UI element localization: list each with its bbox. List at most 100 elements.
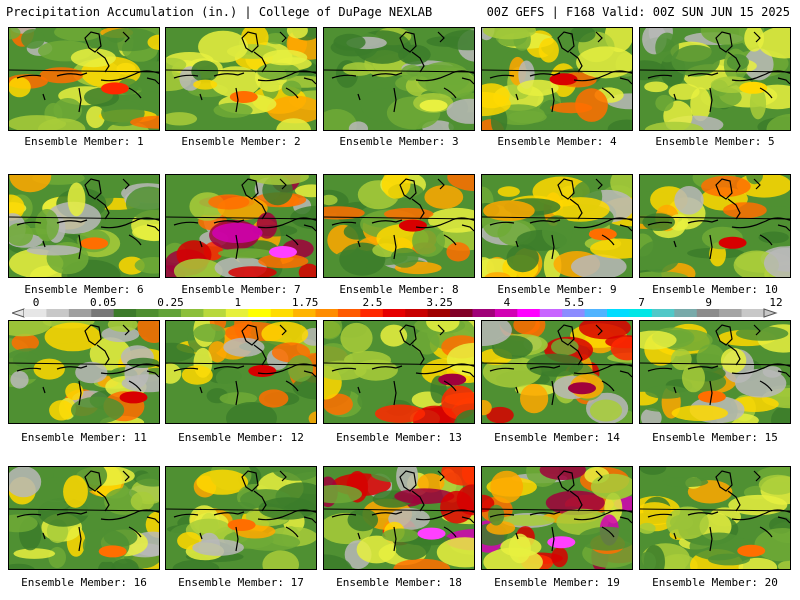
colorbar-swatch bbox=[674, 309, 698, 317]
colorbar-swatch bbox=[293, 309, 316, 317]
colorbar-swatch bbox=[741, 309, 765, 317]
ensemble-member-label-4: Ensemble Member: 4 bbox=[497, 135, 617, 148]
colorbar-swatch bbox=[315, 309, 339, 317]
precip-map-9 bbox=[482, 175, 632, 277]
ensemble-panel-1 bbox=[8, 27, 160, 131]
ensemble-panel-6 bbox=[8, 174, 160, 278]
chart-title: Precipitation Accumulation (in.) | Colle… bbox=[6, 5, 433, 19]
colorbar-swatch bbox=[584, 309, 608, 317]
ensemble-member-label-13: Ensemble Member: 13 bbox=[336, 431, 462, 444]
ensemble-panel-19 bbox=[481, 466, 633, 570]
ensemble-member-label-2: Ensemble Member: 2 bbox=[181, 135, 301, 148]
colorbar-swatch bbox=[494, 309, 518, 317]
model-run-info: 00Z GEFS | F168 Valid: 00Z SUN JUN 15 20… bbox=[486, 5, 790, 19]
colorbar-swatch bbox=[158, 309, 182, 317]
precip-map-5 bbox=[640, 28, 790, 130]
colorbar-tick-label: 7 bbox=[638, 296, 645, 309]
ensemble-member-label-17: Ensemble Member: 17 bbox=[178, 576, 304, 589]
ensemble-member-label-19: Ensemble Member: 19 bbox=[494, 576, 620, 589]
ensemble-panel-18 bbox=[323, 466, 475, 570]
ensemble-member-label-5: Ensemble Member: 5 bbox=[655, 135, 775, 148]
precip-map-11 bbox=[9, 321, 159, 423]
colorbar-tick-label: 3.25 bbox=[426, 296, 453, 309]
ensemble-panel-5 bbox=[639, 27, 791, 131]
precip-map-16 bbox=[9, 467, 159, 569]
ensemble-panel-4 bbox=[481, 27, 633, 131]
colorbar-tick-label: 4 bbox=[504, 296, 511, 309]
ensemble-member-label-18: Ensemble Member: 18 bbox=[336, 576, 462, 589]
colorbar-tick-label: 0 bbox=[33, 296, 40, 309]
colorbar-tick-label: 1 bbox=[234, 296, 241, 309]
colorbar-swatch bbox=[91, 309, 115, 317]
precip-map-15 bbox=[640, 321, 790, 423]
colorbar-tick-label: 1.75 bbox=[292, 296, 319, 309]
colorbar-tick-label: 0.05 bbox=[90, 296, 117, 309]
colorbar-swatch bbox=[113, 309, 137, 317]
colorbar-swatch bbox=[539, 309, 563, 317]
ensemble-member-label-14: Ensemble Member: 14 bbox=[494, 431, 620, 444]
colorbar-swatch bbox=[248, 309, 272, 317]
colorbar-swatch bbox=[562, 309, 585, 317]
precip-map-13 bbox=[324, 321, 474, 423]
ensemble-member-label-6: Ensemble Member: 6 bbox=[24, 283, 144, 296]
ensemble-member-label-3: Ensemble Member: 3 bbox=[339, 135, 459, 148]
ensemble-member-label-8: Ensemble Member: 8 bbox=[339, 283, 459, 296]
ensemble-member-label-7: Ensemble Member: 7 bbox=[181, 283, 301, 296]
precip-map-18 bbox=[324, 467, 474, 569]
precip-map-20 bbox=[640, 467, 790, 569]
colorbar-tick-label: 0.25 bbox=[157, 296, 184, 309]
colorbar-swatch bbox=[180, 309, 204, 317]
precip-map-3 bbox=[324, 28, 474, 130]
precip-map-7 bbox=[166, 175, 316, 277]
ensemble-panel-15 bbox=[639, 320, 791, 424]
ensemble-panel-8 bbox=[323, 174, 475, 278]
colorbar-swatch bbox=[225, 309, 249, 317]
ensemble-panel-16 bbox=[8, 466, 160, 570]
precip-map-8 bbox=[324, 175, 474, 277]
colorbar-tick-label: 5.5 bbox=[564, 296, 584, 309]
colorbar-swatch bbox=[270, 309, 294, 317]
colorbar-swatch bbox=[24, 309, 47, 317]
precip-map-6 bbox=[9, 175, 159, 277]
colorbar-swatch bbox=[360, 309, 384, 317]
ensemble-panel-10 bbox=[639, 174, 791, 278]
ensemble-member-label-16: Ensemble Member: 16 bbox=[21, 576, 147, 589]
ensemble-panel-14 bbox=[481, 320, 633, 424]
ensemble-panel-11 bbox=[8, 320, 160, 424]
precip-map-1 bbox=[9, 28, 159, 130]
ensemble-member-label-12: Ensemble Member: 12 bbox=[178, 431, 304, 444]
ensemble-panel-13 bbox=[323, 320, 475, 424]
ensemble-panel-17 bbox=[165, 466, 317, 570]
colorbar-swatch bbox=[450, 309, 473, 317]
precip-map-19 bbox=[482, 467, 632, 569]
ensemble-panel-20 bbox=[639, 466, 791, 570]
colorbar-swatch bbox=[629, 309, 653, 317]
colorbar-swatch bbox=[68, 309, 92, 317]
ensemble-member-label-15: Ensemble Member: 15 bbox=[652, 431, 778, 444]
ensemble-member-label-9: Ensemble Member: 9 bbox=[497, 283, 617, 296]
colorbar-swatch bbox=[696, 309, 720, 317]
colorbar-swatch bbox=[382, 309, 406, 317]
precip-map-17 bbox=[166, 467, 316, 569]
colorbar-swatch bbox=[607, 309, 630, 317]
precip-map-14 bbox=[482, 321, 632, 423]
ensemble-member-label-11: Ensemble Member: 11 bbox=[21, 431, 147, 444]
colorbar-swatch bbox=[46, 309, 70, 317]
ensemble-panel-7 bbox=[165, 174, 317, 278]
colorbar-tick-label: 9 bbox=[705, 296, 712, 309]
precip-map-2 bbox=[166, 28, 316, 130]
colorbar-swatch bbox=[472, 309, 496, 317]
precip-map-4 bbox=[482, 28, 632, 130]
ensemble-member-label-20: Ensemble Member: 20 bbox=[652, 576, 778, 589]
colorbar-swatch bbox=[719, 309, 742, 317]
colorbar-swatch bbox=[203, 309, 227, 317]
colorbar-swatch bbox=[427, 309, 451, 317]
ensemble-member-label-1: Ensemble Member: 1 bbox=[24, 135, 144, 148]
precipitation-colorbar: 0 0.05 0.25 1 1.75 2.5 3.25 4 5.5 7 9 12 bbox=[12, 296, 783, 318]
precip-map-10 bbox=[640, 175, 790, 277]
precip-map-12 bbox=[166, 321, 316, 423]
colorbar-tick-label: 12 bbox=[769, 296, 782, 309]
colorbar-tick-label: 2.5 bbox=[362, 296, 382, 309]
ensemble-panel-12 bbox=[165, 320, 317, 424]
colorbar-swatch bbox=[136, 309, 159, 317]
